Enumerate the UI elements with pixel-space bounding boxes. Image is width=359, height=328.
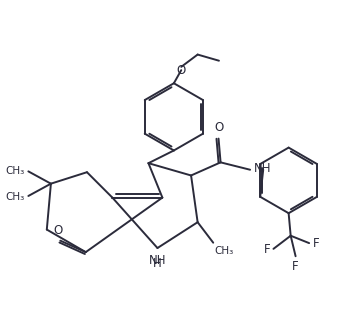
Text: H: H xyxy=(153,257,162,270)
Text: NH: NH xyxy=(253,162,271,175)
Text: CH₃: CH₃ xyxy=(6,192,25,202)
Text: CH₃: CH₃ xyxy=(6,166,25,175)
Text: F: F xyxy=(264,243,270,256)
Text: NH: NH xyxy=(149,254,166,267)
Text: F: F xyxy=(292,260,299,273)
Text: F: F xyxy=(312,237,319,250)
Text: O: O xyxy=(214,121,223,134)
Text: CH₃: CH₃ xyxy=(215,246,234,256)
Text: O: O xyxy=(177,64,186,77)
Text: O: O xyxy=(53,224,63,236)
